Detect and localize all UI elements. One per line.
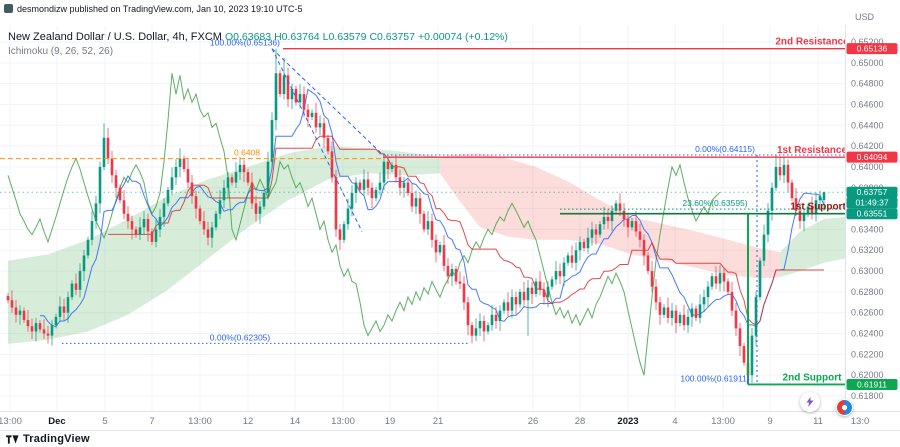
time-tick: 11 — [813, 416, 823, 427]
time-tick: 9 — [767, 416, 772, 427]
footer-bar: TradingView — [0, 430, 900, 447]
zone-label: 1st Resistance — [777, 145, 847, 156]
red-blue-badge-icon — [837, 400, 852, 415]
price-badge — [846, 197, 898, 209]
chart-legend: New Zealand Dollar / U.S. Dollar, 4h, FX… — [8, 31, 508, 58]
red-blue-badge-button[interactable] — [836, 399, 853, 416]
price-tick: 0.63000 — [851, 266, 884, 276]
time-tick: 13:0 — [851, 416, 870, 427]
price-tick: 0.65200 — [851, 37, 884, 47]
zone-label: 2nd Resistance — [775, 37, 849, 48]
time-tick: 13:00 — [331, 416, 355, 427]
ohlc-open: O0.63683 — [224, 31, 272, 43]
shape-fib-trendline-1 — [271, 48, 384, 156]
ohlc-high: H0.63764 — [274, 31, 320, 43]
price-tick: 0.63200 — [851, 245, 884, 255]
price-tick: 0.64400 — [851, 120, 884, 130]
ichimoku-lines — [7, 73, 825, 376]
price-badge — [846, 186, 898, 198]
price-badge-text: 0.61911 — [857, 379, 887, 389]
price-badge-text: 0.63757 — [857, 187, 888, 197]
price-tick: 0.64200 — [851, 141, 884, 151]
fib-label: 0.00%(0.64115) — [695, 144, 755, 154]
lightning-button[interactable] — [800, 392, 820, 412]
fib-label: 0.6408 — [234, 148, 260, 158]
price-tick: 0.62600 — [851, 308, 884, 318]
time-scale[interactable]: 13:00 Dec 5 7 13:00 12 14 13:00 19 21 26 28 2023 4 13:… — [0, 411, 900, 431]
time-tick: 14 — [290, 416, 301, 427]
price-badge-text: 0.63551 — [857, 209, 888, 219]
price-tick: 0.63400 — [851, 224, 884, 234]
time-tick: 2023 — [617, 416, 638, 427]
ohlc-low: L0.63579 — [322, 31, 367, 43]
fib-label: 23.60%(0.63595) — [682, 198, 747, 208]
time-tick: 7 — [149, 416, 154, 427]
time-tick: 28 — [575, 416, 586, 427]
price-badge — [846, 378, 898, 390]
tradingview-wordmark[interactable]: TradingView — [23, 433, 90, 445]
lightning-icon — [806, 397, 814, 407]
ohlc-close: C0.63757 — [369, 31, 415, 43]
time-tick: 13:00 — [711, 416, 735, 427]
price-tick: 0.65000 — [851, 58, 884, 68]
price-tick: 0.64800 — [851, 79, 884, 89]
publish-topbar: desmondizw published on TradingView.com,… — [0, 0, 900, 26]
price-tick: 0.62400 — [851, 329, 884, 339]
ohlc-change: +0.00074 (+0.12%) — [417, 31, 508, 43]
indicator-legend-row[interactable]: Ichimoku (9, 26, 52, 26) — [8, 46, 114, 57]
price-tick: 0.62800 — [851, 287, 884, 297]
price-badge — [846, 208, 898, 220]
time-tick: 4 — [672, 416, 677, 427]
price-scale[interactable]: 0.65200 0.65000 0.64800 0.64600 0.64400 0.642… — [845, 25, 900, 430]
time-tick: 13:00 — [0, 416, 22, 427]
time-tick: 5 — [102, 416, 107, 427]
publisher-note: desmondizw published on TradingView.com,… — [17, 4, 303, 14]
price-badge-text: 0.64094 — [857, 152, 888, 162]
fib-label: 0.00%(0.62305) — [210, 332, 271, 342]
price-tick: 0.64000 — [851, 162, 884, 172]
price-badge-text: 0.65136 — [857, 44, 888, 54]
drawing-levels[interactable]: 100.00%(0.65136) 0.00%(0.64115) 23.60%(0.6… — [0, 37, 849, 386]
time-tick: 19 — [385, 416, 396, 427]
symbol-legend-row[interactable]: New Zealand Dollar / U.S. Dollar, 4h, FX… — [8, 31, 508, 44]
zone-label: 1st Support — [790, 202, 846, 213]
publisher-avatar[interactable] — [4, 4, 13, 13]
candlestick-series — [6, 48, 826, 385]
quote-currency-label: USD — [854, 12, 874, 22]
price-badge — [846, 151, 898, 163]
price-tick: 0.62200 — [851, 349, 884, 359]
price-tick: 0.62000 — [851, 370, 884, 380]
time-tick: 26 — [528, 416, 539, 427]
price-tick: 0.61800 — [851, 391, 884, 401]
fib-label: 100.00%(0.61911) — [680, 373, 749, 383]
time-tick: 12 — [243, 416, 254, 427]
shape-fib-trendline-2 — [271, 48, 363, 232]
fib-label: 100.00%(0.65136) — [210, 38, 280, 48]
time-tick: 13:00 — [188, 416, 212, 427]
symbol-title[interactable]: New Zealand Dollar / U.S. Dollar, 4h, FX… — [8, 31, 222, 43]
ichimoku-cloud — [8, 146, 845, 344]
price-tick: 0.64600 — [851, 99, 884, 109]
tradingview-logo-icon[interactable] — [6, 434, 19, 445]
time-tick: Dec — [48, 416, 65, 427]
price-badge-text: 01:49:37 — [855, 198, 888, 208]
time-tick: 21 — [433, 416, 444, 427]
price-badge — [846, 43, 898, 55]
zone-label: 2nd Support — [783, 372, 843, 383]
chart-canvas[interactable]: 100.00%(0.65136) 0.00%(0.64115) 23.60%(0.6… — [0, 25, 900, 430]
